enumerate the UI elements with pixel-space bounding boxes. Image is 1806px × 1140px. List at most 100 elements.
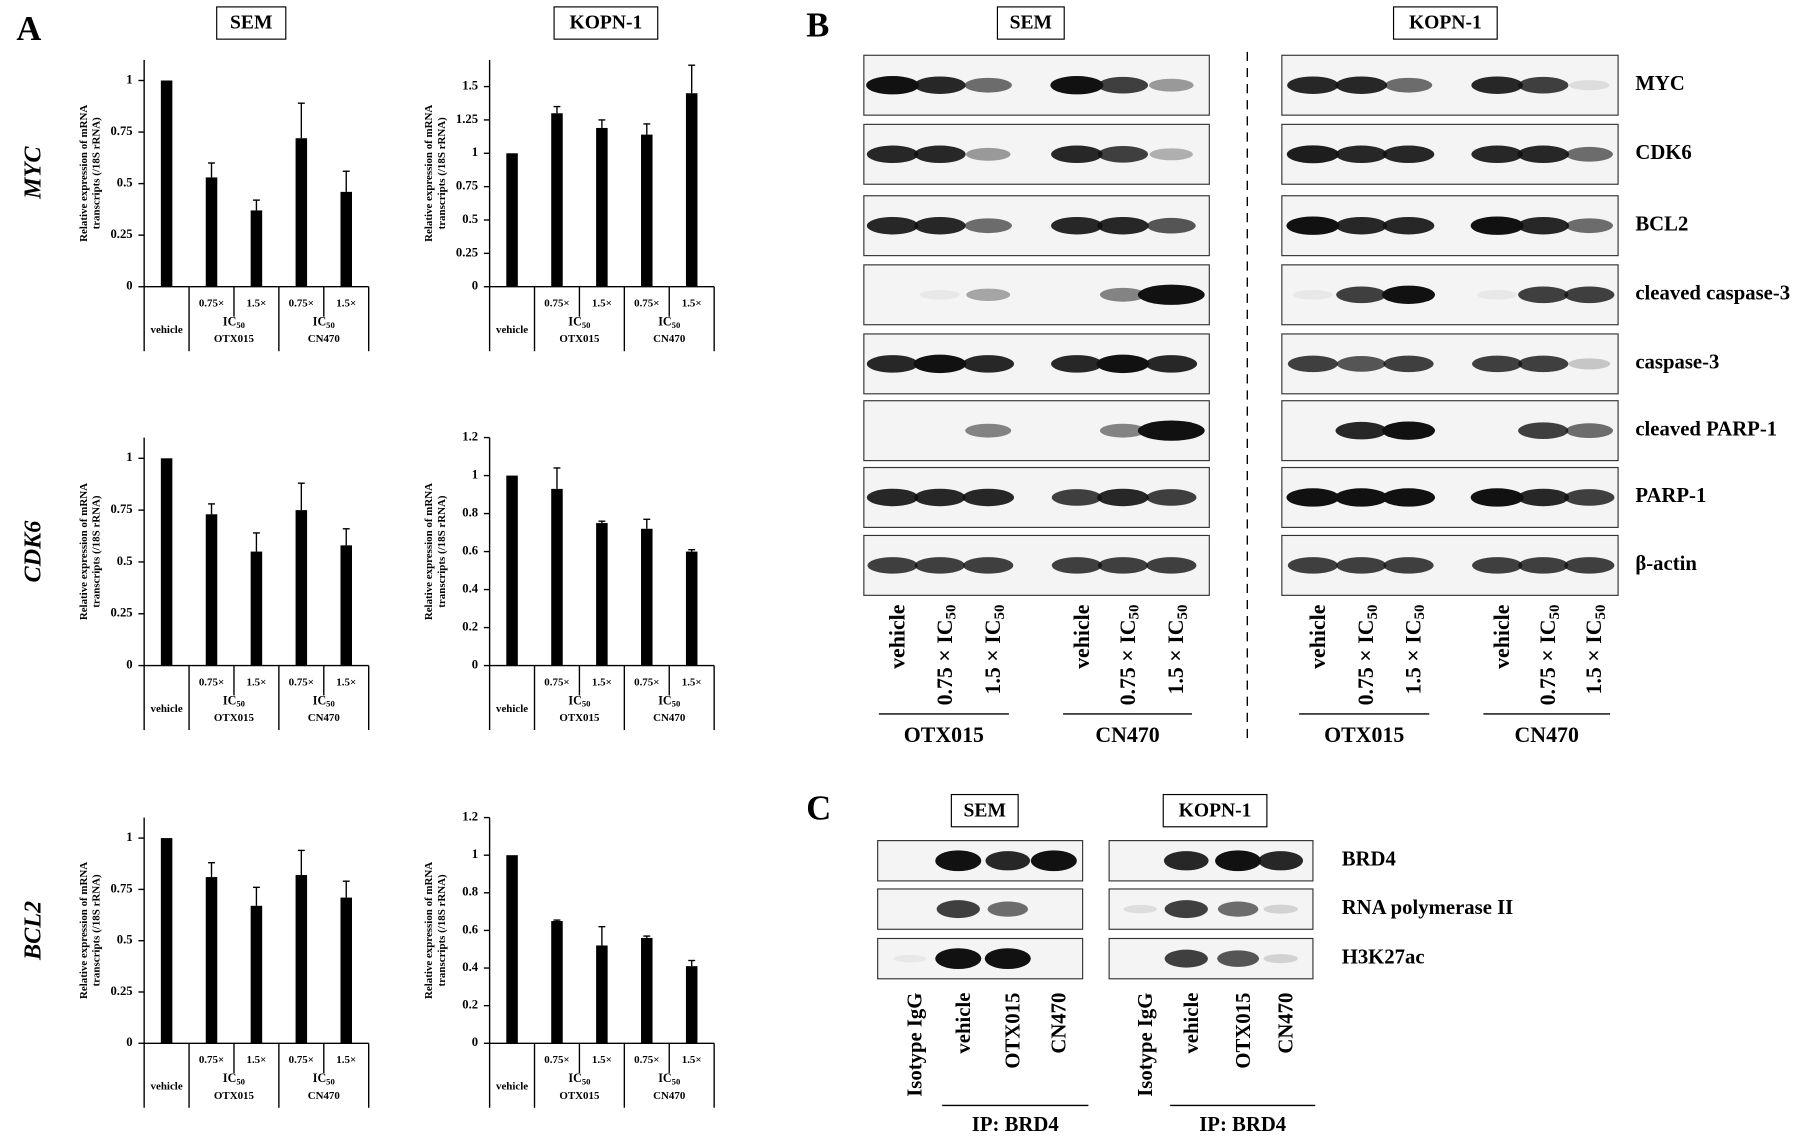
blot-band xyxy=(965,147,1011,161)
y-tick-label: 0 xyxy=(472,279,478,293)
column-header: KOPN-1 xyxy=(1409,13,1482,34)
blot-band xyxy=(1051,557,1102,574)
group-label: IC50 xyxy=(313,693,335,709)
drug-label: OTX015 xyxy=(559,712,600,724)
blot-band xyxy=(1517,216,1570,235)
group-label-sub: 50 xyxy=(672,699,681,709)
category-label: vehicle xyxy=(496,703,528,715)
group-label: IC50 xyxy=(658,314,680,330)
blot-band xyxy=(1382,421,1435,440)
y-axis-label: transcripts (/18S rRNA) xyxy=(90,117,102,230)
y-tick-label: 1 xyxy=(472,847,478,861)
blot-band xyxy=(1564,489,1615,506)
blot-band xyxy=(1145,355,1198,373)
row-label: CDK6 xyxy=(19,520,46,583)
dose-label: 1.5× xyxy=(336,1054,356,1066)
bar xyxy=(295,510,308,666)
header-box xyxy=(553,6,659,40)
y-tick-label: 0 xyxy=(126,1035,132,1049)
ip-label: IP: BRD4 xyxy=(972,1114,1059,1136)
bar xyxy=(641,528,653,666)
drug-label: OTX015 xyxy=(1324,723,1404,747)
bar xyxy=(551,488,563,666)
y-tick-label: 0.2 xyxy=(462,998,478,1012)
y-axis-label: Relative expression of mRNA xyxy=(423,483,435,620)
dose-label: 1.5× xyxy=(592,298,612,310)
category-label: vehicle xyxy=(151,324,183,336)
blot-band xyxy=(914,557,965,574)
group-label-sub: 50 xyxy=(326,699,335,709)
dose-label: 1.5× xyxy=(592,676,612,688)
group-label-sub: 50 xyxy=(672,1076,681,1086)
blot-band xyxy=(1517,488,1570,507)
blot-band xyxy=(1565,423,1614,439)
lane-label: 1.5 × IC50 xyxy=(1164,605,1191,695)
dose-label: 0.75× xyxy=(634,1054,659,1066)
drug-label: CN470 xyxy=(653,1090,686,1102)
y-axis-label: Relative expression of mRNA xyxy=(78,862,90,999)
category-label: vehicle xyxy=(151,1081,183,1093)
blot-band xyxy=(1099,287,1146,302)
y-tick-label: 0 xyxy=(126,279,132,293)
y-tick-label: 0.4 xyxy=(462,581,478,595)
dose-label: 1.5× xyxy=(682,1054,702,1066)
blot-band xyxy=(1164,900,1208,919)
group-label: IC50 xyxy=(658,1071,680,1087)
blot-band xyxy=(1568,358,1611,370)
drug-label: OTX015 xyxy=(214,1090,255,1102)
blot-band xyxy=(866,488,919,507)
lane-label: OTX015 xyxy=(1002,993,1024,1069)
y-tick-label: 0.25 xyxy=(110,606,132,620)
blot-band xyxy=(914,145,966,164)
bar xyxy=(250,551,263,666)
category-label: vehicle xyxy=(151,703,183,715)
blot-band xyxy=(1334,488,1388,507)
y-tick-label: 0.75 xyxy=(110,881,132,895)
blot-band xyxy=(1382,488,1435,507)
bar xyxy=(295,138,308,287)
blot-band xyxy=(1097,216,1149,235)
blot-band xyxy=(1286,145,1340,164)
y-tick-label: 0.25 xyxy=(456,245,478,259)
header-box xyxy=(950,793,1019,828)
group-label: IC50 xyxy=(313,1071,335,1087)
blot-band xyxy=(984,948,1031,969)
dose-label: 1.5× xyxy=(246,676,266,688)
y-axis-label: Relative expression of mRNA xyxy=(423,105,435,242)
blot-band xyxy=(1471,76,1523,94)
lane-label: vehicle xyxy=(953,993,975,1054)
dose-label: 0.75× xyxy=(199,1054,224,1066)
bar xyxy=(685,966,698,1044)
bar xyxy=(340,191,352,287)
panel-label: B xyxy=(806,7,829,45)
group-label-text: IC xyxy=(313,693,326,707)
y-axis-label: transcripts (/18S rRNA) xyxy=(436,117,448,230)
lane-label-sub: 50 xyxy=(1127,605,1143,620)
blot-band xyxy=(1164,949,1208,968)
protein-label: MYC xyxy=(1635,73,1684,95)
protein-label: H3K27ac xyxy=(1342,946,1425,968)
dose-label: 0.75× xyxy=(634,298,659,310)
lane-label: vehicle xyxy=(1306,604,1330,669)
group-label-sub: 50 xyxy=(236,1076,245,1086)
y-tick-label: 0 xyxy=(126,657,132,671)
y-axis-label: transcripts (/18S rRNA) xyxy=(436,874,448,987)
dose-label: 0.75× xyxy=(289,298,314,310)
lane-label-text: vehicle xyxy=(1306,604,1330,669)
blot-band xyxy=(1097,557,1149,574)
blot-band xyxy=(1335,76,1388,94)
group-label: IC50 xyxy=(568,1071,590,1087)
y-tick-label: 1 xyxy=(126,72,132,86)
blot-strip xyxy=(1108,937,1314,980)
group-label-text: IC xyxy=(223,1071,236,1085)
blot-band xyxy=(987,901,1029,917)
lane-label-text: vehicle xyxy=(1070,604,1094,669)
blot-band xyxy=(1293,289,1333,300)
lane-label: Isotype IgG xyxy=(1135,993,1157,1097)
blot-band xyxy=(913,354,967,374)
drug-label: OTX015 xyxy=(214,333,255,345)
blot-band xyxy=(1286,216,1340,235)
y-tick-label: 1 xyxy=(472,467,478,481)
bar xyxy=(295,875,308,1044)
